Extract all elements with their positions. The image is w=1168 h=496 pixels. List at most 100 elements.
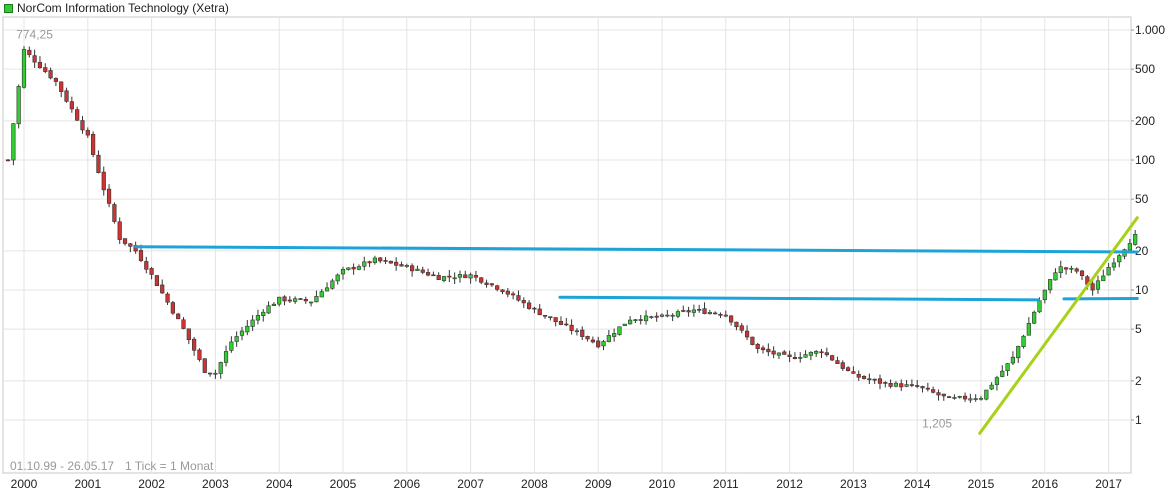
candle <box>1037 300 1042 313</box>
candle <box>936 392 941 396</box>
candle <box>207 372 213 375</box>
candle <box>484 282 489 285</box>
y-tick-label: 500 <box>1135 62 1155 76</box>
tick-info-label: 1 Tick = 1 Monat <box>125 459 214 473</box>
y-tick-label: 5 <box>1135 322 1142 336</box>
candle <box>101 171 106 191</box>
candle <box>431 274 436 277</box>
candle <box>532 307 537 310</box>
candle <box>585 335 590 340</box>
candle <box>112 204 117 222</box>
candle <box>287 299 292 302</box>
candle <box>96 154 101 173</box>
candle <box>1032 311 1037 324</box>
candle <box>654 315 659 318</box>
y-tick-label: 2 <box>1135 374 1142 388</box>
candle <box>1010 356 1015 364</box>
candle <box>308 301 314 304</box>
candle <box>542 314 548 317</box>
y-tick-label: 10 <box>1135 283 1149 297</box>
date-range-label: 01.10.99 - 26.05.17 <box>10 459 114 473</box>
candle <box>558 320 564 325</box>
candle <box>670 314 675 317</box>
candle <box>665 314 670 317</box>
candle <box>298 298 303 300</box>
candle <box>622 323 627 326</box>
candle <box>43 67 48 72</box>
candle <box>186 328 191 340</box>
candle <box>21 49 27 88</box>
candle <box>1000 370 1005 377</box>
candle <box>399 264 404 267</box>
candle <box>643 315 649 322</box>
candle <box>271 303 276 307</box>
candle <box>1127 243 1132 251</box>
candle <box>686 310 691 313</box>
trend-support-line <box>978 216 1139 435</box>
candle <box>367 261 372 264</box>
x-tick-label: 2012 <box>776 477 803 491</box>
candle <box>782 351 787 355</box>
candle <box>888 383 893 387</box>
candle <box>1005 363 1010 372</box>
annotation-label: 1,205 <box>922 416 952 430</box>
candle <box>324 287 330 292</box>
candle <box>356 266 362 270</box>
candle <box>277 296 282 305</box>
x-tick-label: 2014 <box>904 477 931 491</box>
candle <box>845 367 851 371</box>
candle <box>750 336 755 345</box>
candle <box>351 267 356 270</box>
candle <box>984 389 989 400</box>
candle <box>596 340 601 348</box>
candle <box>883 382 888 384</box>
x-tick-label: 2006 <box>393 477 420 491</box>
candle <box>128 243 133 247</box>
candle <box>861 375 867 379</box>
candle <box>649 316 654 318</box>
candle <box>723 314 728 317</box>
candle <box>16 86 21 125</box>
candle <box>830 355 835 361</box>
candle <box>91 134 96 155</box>
candle <box>314 296 319 303</box>
candle <box>340 268 346 275</box>
candle <box>495 285 500 290</box>
candle <box>27 49 32 55</box>
candle <box>202 358 207 373</box>
candle <box>479 277 484 283</box>
candle <box>569 324 574 331</box>
candle <box>441 276 447 281</box>
x-tick-label: 2016 <box>1031 477 1058 491</box>
candle <box>516 295 521 301</box>
candle <box>739 325 744 331</box>
chart-title-box: NorCom Information Technology (Xetra) <box>4 1 229 15</box>
candle <box>245 325 250 333</box>
candle <box>675 311 681 317</box>
candle <box>798 357 803 359</box>
candle <box>856 373 861 378</box>
x-tick-label: 2013 <box>840 477 867 491</box>
candle <box>612 333 617 337</box>
candle <box>564 323 569 326</box>
candle <box>383 260 388 262</box>
candle <box>744 330 750 338</box>
annotation-label: 774,25 <box>16 27 53 41</box>
candle <box>468 274 473 279</box>
candle <box>85 130 90 136</box>
candle <box>521 300 526 304</box>
candle <box>32 55 37 63</box>
candle <box>617 326 622 335</box>
candle <box>580 329 585 337</box>
resistance-upper-line <box>134 245 1139 254</box>
candle <box>505 290 510 295</box>
candle <box>915 385 920 387</box>
candle <box>330 280 335 289</box>
candle <box>601 341 606 347</box>
candle <box>808 351 813 356</box>
candle <box>53 78 58 82</box>
candle <box>80 120 85 131</box>
candle <box>500 289 505 293</box>
